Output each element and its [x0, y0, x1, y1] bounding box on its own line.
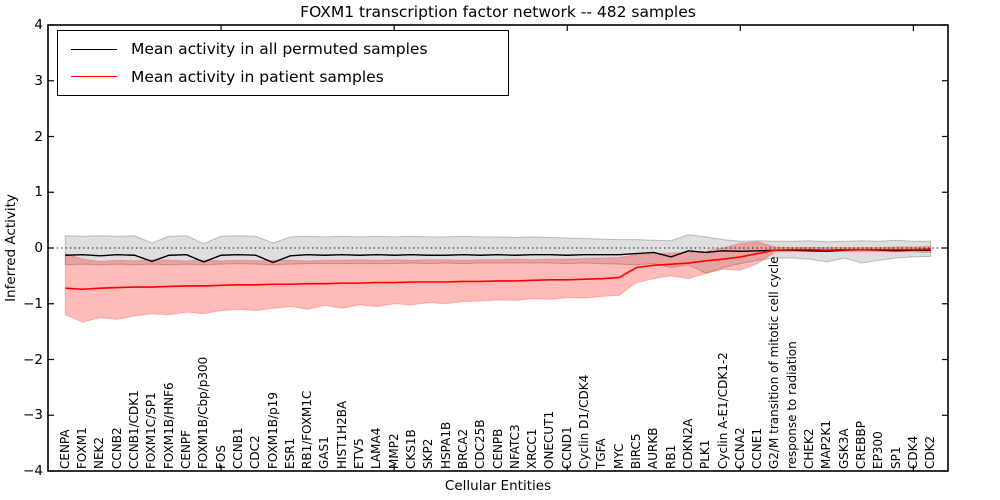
x-tick-label: CCNA2 [732, 427, 747, 469]
x-tick-label: FOXM1C/SP1 [144, 392, 159, 469]
x-tick-label: CREBBP [853, 421, 868, 469]
x-tick-label: MAP2K1 [819, 420, 834, 469]
x-tick-label: BRCA2 [455, 428, 470, 469]
legend-item-patient: Mean activity in patient samples [58, 68, 508, 86]
x-tick-label: MMP2 [386, 433, 401, 469]
x-tick-label: PLK1 [698, 439, 713, 469]
y-tick-label: 1 [34, 184, 43, 201]
x-tick-label: CENPF [178, 429, 193, 469]
x-tick-label: CENPB [490, 428, 505, 469]
x-tick-label: CCNB1 [230, 427, 245, 469]
x-axis-title: Cellular Entities [444, 478, 552, 494]
patient-line-swatch [71, 76, 117, 78]
x-tick-label: BIRC5 [628, 433, 643, 469]
x-tick-label: XRCC1 [525, 428, 540, 469]
y-tick-label: −4 [23, 463, 43, 479]
x-tick-label: FOXM1 [75, 427, 90, 469]
x-tick-label: SKP2 [421, 438, 436, 469]
x-tick-label: HSPA1B [438, 421, 453, 469]
y-tick-label: 3 [34, 72, 43, 89]
x-tick-label: Cyclin D1/CDK4 [577, 374, 592, 469]
y-tick-label: 4 [34, 17, 43, 33]
chart-title: FOXM1 transcription factor network -- 48… [300, 3, 696, 21]
x-tick-label: HIST1H2BA [334, 400, 349, 469]
x-tick-label: CDK4 [905, 435, 920, 469]
x-tick-label: SP1 [888, 446, 903, 470]
x-tick-label: CHEK2 [802, 428, 817, 470]
x-tick-label: CDKN2A [680, 418, 695, 469]
x-tick-label: Cyclin A-E1/CDK1-2 [715, 352, 730, 469]
x-tick-label: response to radiation [784, 341, 799, 469]
legend-label-permuted: Mean activity in all permuted samples [131, 40, 428, 59]
x-tick-label: LAMA4 [369, 427, 384, 469]
x-tick-label: CCNB2 [109, 427, 124, 469]
x-tick-label: FOXM1B/HNF6 [161, 382, 176, 469]
x-tick-label: TGFA [594, 438, 609, 469]
x-tick-label: CKS1B [403, 429, 418, 469]
y-tick-label: 2 [34, 128, 43, 145]
y-tick-label: −3 [23, 407, 43, 424]
y-tick-label: −2 [23, 351, 43, 368]
x-tick-label: CDC25B [473, 419, 488, 470]
x-tick-label: RB1 [663, 444, 678, 469]
x-tick-label: RB1/FOXM1C [300, 390, 315, 469]
y-tick-label: −1 [23, 295, 43, 312]
x-tick-label: FOS [213, 445, 228, 469]
x-tick-label: NFATC3 [507, 424, 522, 469]
x-tick-label: GAS1 [317, 436, 332, 469]
x-tick-label: ETV5 [352, 438, 367, 469]
x-tick-label: G2/M transition of mitotic cell cycle [767, 256, 782, 469]
x-tick-label: FOXM1B/Cbp/p300 [196, 356, 211, 469]
x-tick-label: CCND1 [559, 426, 574, 469]
y-tick-label: 0 [34, 240, 43, 256]
x-tick-label: CCNE1 [750, 428, 765, 469]
legend: Mean activity in all permuted samples Me… [57, 30, 509, 96]
x-tick-label: CDC2 [248, 435, 263, 469]
legend-item-permuted: Mean activity in all permuted samples [58, 40, 508, 58]
legend-label-patient: Mean activity in patient samples [131, 67, 384, 86]
x-tick-label: ONECUT1 [542, 410, 557, 469]
x-tick-label: NEK2 [92, 436, 107, 469]
x-tick-label: EP300 [871, 431, 886, 469]
x-tick-label: FOXM1B/p19 [265, 392, 280, 469]
x-tick-label: CDK2 [923, 435, 938, 469]
permuted-line-swatch [71, 48, 117, 50]
x-tick-label: ESR1 [282, 437, 297, 469]
x-tick-label: MYC [611, 443, 626, 469]
x-tick-label: AURKB [646, 427, 661, 469]
x-tick-label: GSK3A [836, 428, 851, 469]
x-tick-label: CCNB1/CDK1 [127, 390, 142, 469]
x-tick-label: CENPA [57, 429, 72, 469]
